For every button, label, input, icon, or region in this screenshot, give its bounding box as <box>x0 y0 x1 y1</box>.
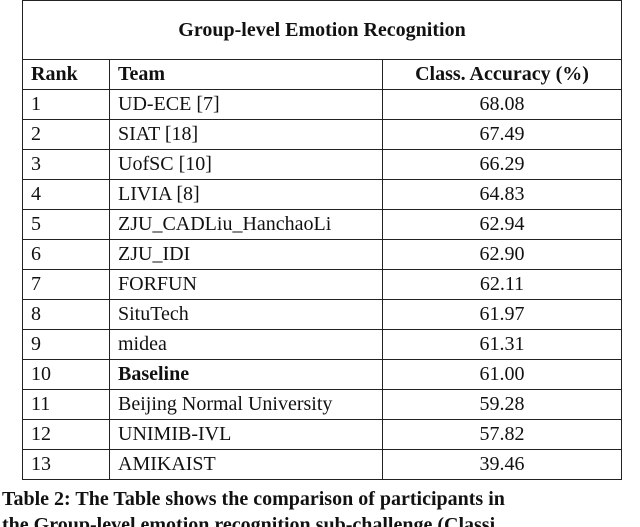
table-cell: 13 <box>22 449 110 480</box>
table-body: 1 UD-ECE [7] 68.08 2 SIAT [18] 67.49 3 UofSC [1… <box>22 89 622 480</box>
table-cell: ZJU_CADLiu_HanchaoLi <box>109 209 383 240</box>
table-cell: 62.90 <box>382 239 622 270</box>
table-cell: 7 <box>22 269 110 300</box>
caption-line: Table 2: The Table shows the comparison … <box>2 488 505 510</box>
table-cell: SituTech <box>109 299 383 330</box>
table-cell: 4 <box>22 179 110 210</box>
table-row: 13 AMIKAIST 39.46 <box>22 449 622 480</box>
table-title: Group-level Emotion Recognition <box>22 0 622 60</box>
table-cell: 61.00 <box>382 359 622 390</box>
table-cell: 8 <box>22 299 110 330</box>
table-cell: 12 <box>22 419 110 450</box>
table-cell: 66.29 <box>382 149 622 180</box>
table-cell: ZJU_IDI <box>109 239 383 270</box>
header-cell: Team <box>109 59 383 90</box>
table-cell: 5 <box>22 209 110 240</box>
table-row: 3 UofSC [10] 66.29 <box>22 149 622 180</box>
table-cell: UD-ECE [7] <box>109 89 383 120</box>
table-cell: LIVIA [8] <box>109 179 383 210</box>
table-cell: 6 <box>22 239 110 270</box>
table-cell: FORFUN <box>109 269 383 300</box>
table-cell: 2 <box>22 119 110 150</box>
results-table: Group-level Emotion Recognition Rank Team… <box>22 0 622 480</box>
header-cell: Class. Accuracy (%) <box>382 59 622 90</box>
table-cell: 3 <box>22 149 110 180</box>
caption-line: the Group-level emotion recognition sub-… <box>2 514 496 527</box>
table-cell: SIAT [18] <box>109 119 383 150</box>
table-row: 4 LIVIA [8] 64.83 <box>22 179 622 210</box>
table-cell: Baseline <box>109 359 383 390</box>
table-row: 12 UNIMIB-IVL 57.82 <box>22 419 622 450</box>
table-cell: Beijing Normal University <box>109 389 383 420</box>
table-cell: 68.08 <box>382 89 622 120</box>
table-cell: 62.11 <box>382 269 622 300</box>
table-cell: midea <box>109 329 383 360</box>
table-cell: 67.49 <box>382 119 622 150</box>
table-cell: 62.94 <box>382 209 622 240</box>
table-cell: 57.82 <box>382 419 622 450</box>
table-cell: UofSC [10] <box>109 149 383 180</box>
table-row: 6 ZJU_IDI 62.90 <box>22 239 622 270</box>
header-row: Rank Team Class. Accuracy (%) <box>22 59 622 90</box>
table-row: 8 SituTech 61.97 <box>22 299 622 330</box>
table-cell: 61.97 <box>382 299 622 330</box>
table-cell: 59.28 <box>382 389 622 420</box>
table-row: 10 Baseline 61.00 <box>22 359 622 390</box>
table-cell: 1 <box>22 89 110 120</box>
table-row: 9 midea 61.31 <box>22 329 622 360</box>
table-cell: 39.46 <box>382 449 622 480</box>
table-cell: 61.31 <box>382 329 622 360</box>
table-row: 5 ZJU_CADLiu_HanchaoLi 62.94 <box>22 209 622 240</box>
table-row: 11 Beijing Normal University 59.28 <box>22 389 622 420</box>
table-cell: 10 <box>22 359 110 390</box>
table-cell: AMIKAIST <box>109 449 383 480</box>
table-cell: UNIMIB-IVL <box>109 419 383 450</box>
table-cell: 9 <box>22 329 110 360</box>
table-row: 7 FORFUN 62.11 <box>22 269 622 300</box>
table-cell: 11 <box>22 389 110 420</box>
header-cell: Rank <box>22 59 110 90</box>
table-cell: 64.83 <box>382 179 622 210</box>
table-row: 1 UD-ECE [7] 68.08 <box>22 89 622 120</box>
table-row: 2 SIAT [18] 67.49 <box>22 119 622 150</box>
